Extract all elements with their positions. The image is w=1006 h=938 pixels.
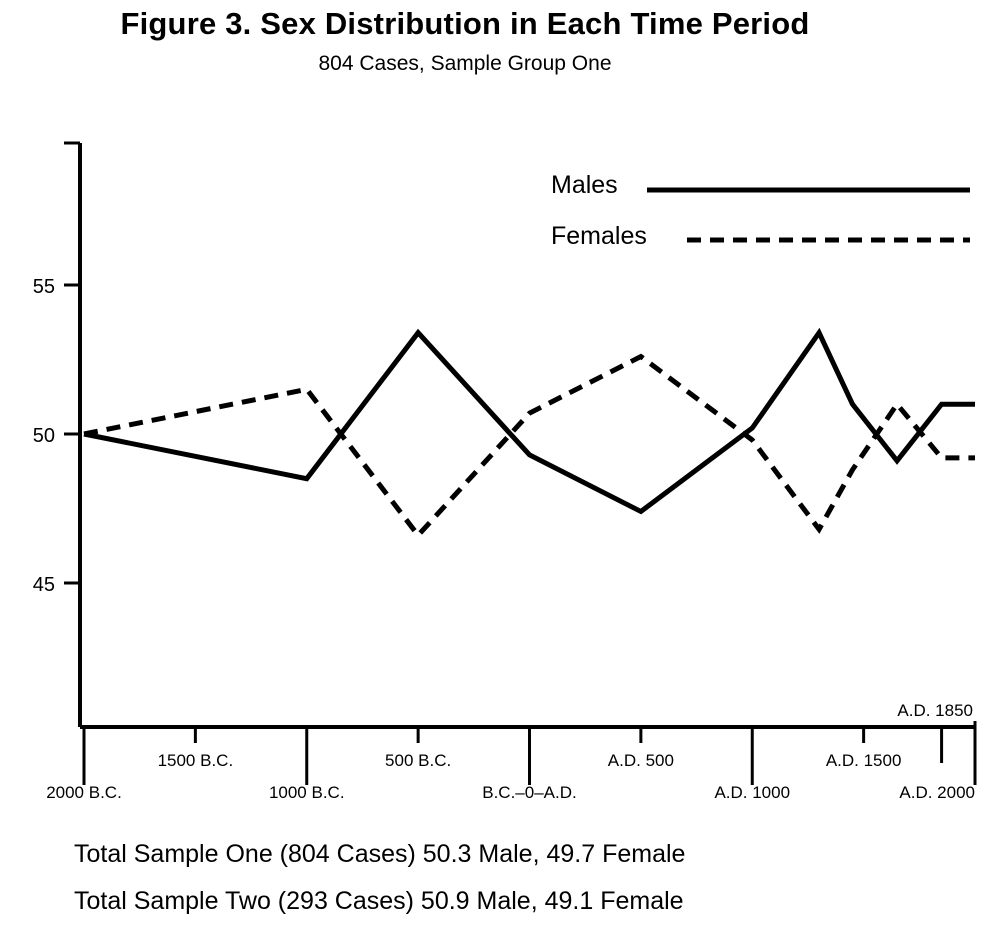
y-tick-label: 45 [33,574,55,596]
y-tick-label: 50 [33,425,55,447]
x-tick-label-lower: 2000 B.C. [46,783,122,802]
data-point-females [416,533,421,538]
data-point-females [961,455,966,460]
legend-label-females: Females [551,222,647,250]
x-tick-label-lower: A.D. 1000 [714,783,790,802]
sample-one-note: Total Sample One (804 Cases) 50.3 Male, … [74,840,686,868]
series-line-females [83,353,975,540]
line-chart: 45 50 55 A.D. 1850 2000 B.C. 1000 B.C. B.C.–0–… [33,141,977,802]
x-tick-label-lower: 1000 B.C. [269,783,345,802]
series-line-males [83,327,975,515]
legend-label-males: Males [551,171,618,199]
chart-title: Figure 3. Sex Distribution in Each Time … [120,6,810,41]
y-tick-label: 55 [33,276,55,298]
chart-subtitle: 804 Cases, Sample Group One [318,52,612,75]
sample-two-note: Total Sample Two (293 Cases) 50.9 Male, … [74,887,684,915]
x-marker-label: A.D. 1850 [897,701,973,720]
data-point-females [895,402,900,407]
x-tick-label-upper: 500 B.C. [385,751,451,770]
x-tick-label-upper: 1500 B.C. [158,751,234,770]
x-tick-label-upper: A.D. 500 [608,751,674,770]
data-point-females [939,455,944,460]
x-tick-label-upper: A.D. 1500 [826,751,902,770]
x-tick-label-lower: A.D. 2000 [899,783,975,802]
data-point-females [304,387,309,392]
x-tick-label-lower: B.C.–0–A.D. [482,783,577,802]
